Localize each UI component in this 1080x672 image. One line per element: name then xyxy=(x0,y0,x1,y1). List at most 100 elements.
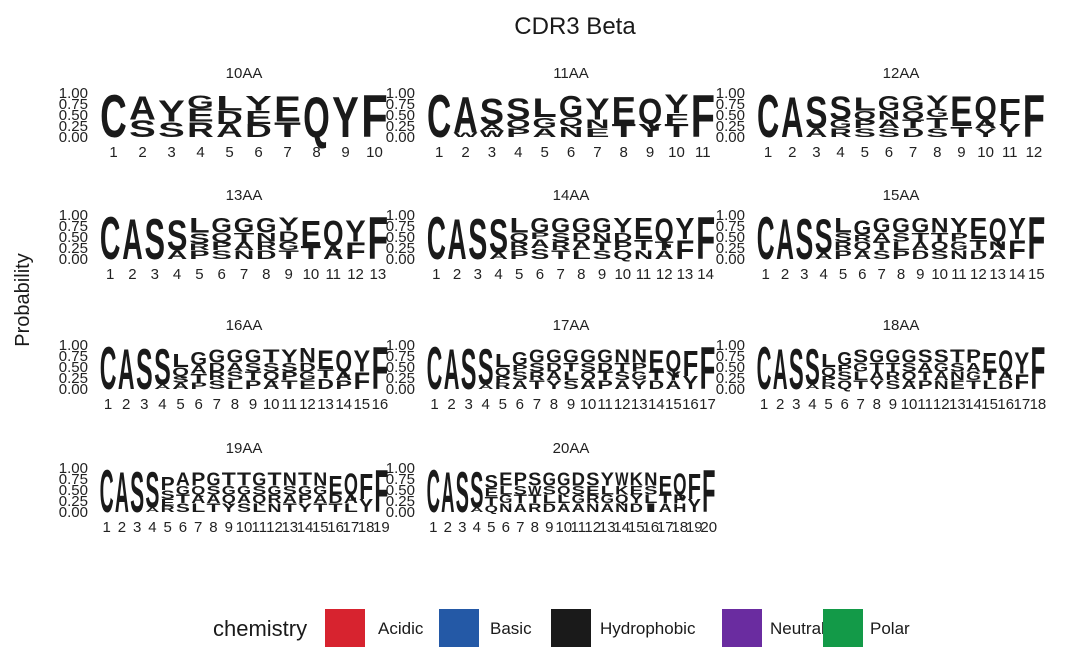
logo-letter: T xyxy=(873,240,891,253)
logo-letter: R xyxy=(528,501,541,514)
logo-letter: L xyxy=(854,94,876,114)
logo-letter: S xyxy=(480,91,504,131)
x-tick-label: 6 xyxy=(840,396,848,413)
logo-letter: G xyxy=(873,214,891,237)
logo-letter: S xyxy=(926,126,948,139)
logo-letter: D xyxy=(299,361,316,374)
logo-letter: L xyxy=(543,493,556,506)
logo-letter: G xyxy=(227,346,244,366)
logo-letter: G xyxy=(966,370,981,383)
logo-letter: S xyxy=(129,115,156,142)
logo-letter: S xyxy=(514,484,527,497)
logo-letter: E xyxy=(950,378,965,391)
logo-letter: T xyxy=(911,231,929,244)
logo-letter: P xyxy=(495,374,511,384)
logo-letter: N xyxy=(950,370,965,383)
logo-letter: D xyxy=(597,361,613,374)
x-tick-label: 10 xyxy=(303,266,320,283)
logo-letter: L xyxy=(834,214,852,237)
x-tick-label: 1 xyxy=(102,519,110,536)
logo-letter: F xyxy=(688,466,701,506)
logo-letter: D xyxy=(256,248,277,261)
logo-letter: T xyxy=(931,231,949,244)
logo-letter: A xyxy=(781,86,803,150)
logo-letter: T xyxy=(245,370,262,383)
x-tick-label: 10 xyxy=(236,519,253,536)
x-tick-label: 1 xyxy=(104,396,112,413)
logo-letter: P xyxy=(506,126,530,139)
y-tick-label: 0.00 xyxy=(59,129,88,146)
logo-letter: N xyxy=(586,501,599,514)
logo-letter: G xyxy=(869,346,884,366)
legend-title: chemistry xyxy=(213,616,307,641)
logo-letter: G xyxy=(313,484,327,497)
x-tick-label: 11 xyxy=(251,519,267,536)
logo-letter: E xyxy=(161,497,175,507)
x-tick-label: 13 xyxy=(370,266,387,283)
x-tick-label: 7 xyxy=(877,266,885,283)
logo-letter: L xyxy=(982,378,997,391)
logo-letter: A xyxy=(448,208,467,272)
logo-letter: R xyxy=(829,126,851,139)
logo-letter: F xyxy=(361,82,388,150)
x-tick-label: 7 xyxy=(556,266,564,283)
x-tick-label: 2 xyxy=(461,144,469,161)
y-tick-label: 0.50 xyxy=(716,107,745,124)
logo-letter: S xyxy=(586,469,599,489)
logo-letter: G xyxy=(499,493,512,506)
logo-letter: E xyxy=(982,347,997,377)
logo-letter: S xyxy=(489,209,508,263)
x-tick-label: 11 xyxy=(597,396,613,413)
logo-letter: D xyxy=(998,378,1013,391)
logo-letter: G xyxy=(187,92,214,112)
logo-letter: A xyxy=(118,338,135,402)
x-tick-label: 9 xyxy=(225,519,233,536)
logo-letter: Y xyxy=(1014,346,1029,380)
x-tick-label: 13 xyxy=(949,396,966,413)
logo-letter: A xyxy=(580,378,596,391)
logo-letter: T xyxy=(176,493,190,506)
logo-letter: Y xyxy=(332,86,359,150)
logo-letter: G xyxy=(559,90,583,124)
x-tick-label: 7 xyxy=(909,144,917,161)
y-tick-label: 1.00 xyxy=(386,207,415,224)
logo-letter: G xyxy=(543,469,556,489)
logo-letter: T xyxy=(222,469,236,489)
x-tick-label: 1 xyxy=(432,266,440,283)
logo-letter: T xyxy=(614,361,630,374)
logo-letter: T xyxy=(529,378,545,391)
x-tick-label: 15 xyxy=(1028,266,1045,283)
x-tick-label: 6 xyxy=(502,519,510,536)
logo-letter: G xyxy=(237,484,251,497)
logo-letter: P xyxy=(190,381,207,391)
logo-letter: S xyxy=(206,484,220,497)
logo-letter: A xyxy=(815,251,833,261)
x-tick-label: 20 xyxy=(700,519,717,536)
x-tick-label: 8 xyxy=(312,144,320,161)
y-tick-label: 0.00 xyxy=(716,381,745,398)
logo-letter: G xyxy=(911,214,929,237)
y-tick-label: 1.00 xyxy=(59,460,88,477)
x-tick-label: 10 xyxy=(977,144,994,161)
logo-letter: E xyxy=(274,89,301,129)
x-tick-label: 11 xyxy=(951,266,967,283)
logo-letter: P xyxy=(613,240,632,253)
x-tick-label: 4 xyxy=(473,519,481,536)
x-tick-label: 9 xyxy=(284,266,292,283)
logo-letter: F xyxy=(1023,82,1045,150)
x-tick-label: 9 xyxy=(889,396,897,413)
x-tick-label: 2 xyxy=(444,519,452,536)
logo-letter: T xyxy=(950,123,972,140)
logo-letter: G xyxy=(208,346,225,366)
logo-letter: S xyxy=(837,370,852,383)
x-tick-label: 16 xyxy=(682,396,699,413)
logo-letter: K xyxy=(615,484,628,497)
logo-letter: Q xyxy=(638,91,662,131)
logo-letter: S xyxy=(456,461,469,525)
logo-letter: G xyxy=(631,370,647,383)
logo-letter: A xyxy=(453,86,477,143)
logo-letter: G xyxy=(222,484,236,497)
logo-letter: Y xyxy=(278,214,299,234)
logo-letter: S xyxy=(829,90,851,127)
logo-letter: F xyxy=(664,110,688,127)
